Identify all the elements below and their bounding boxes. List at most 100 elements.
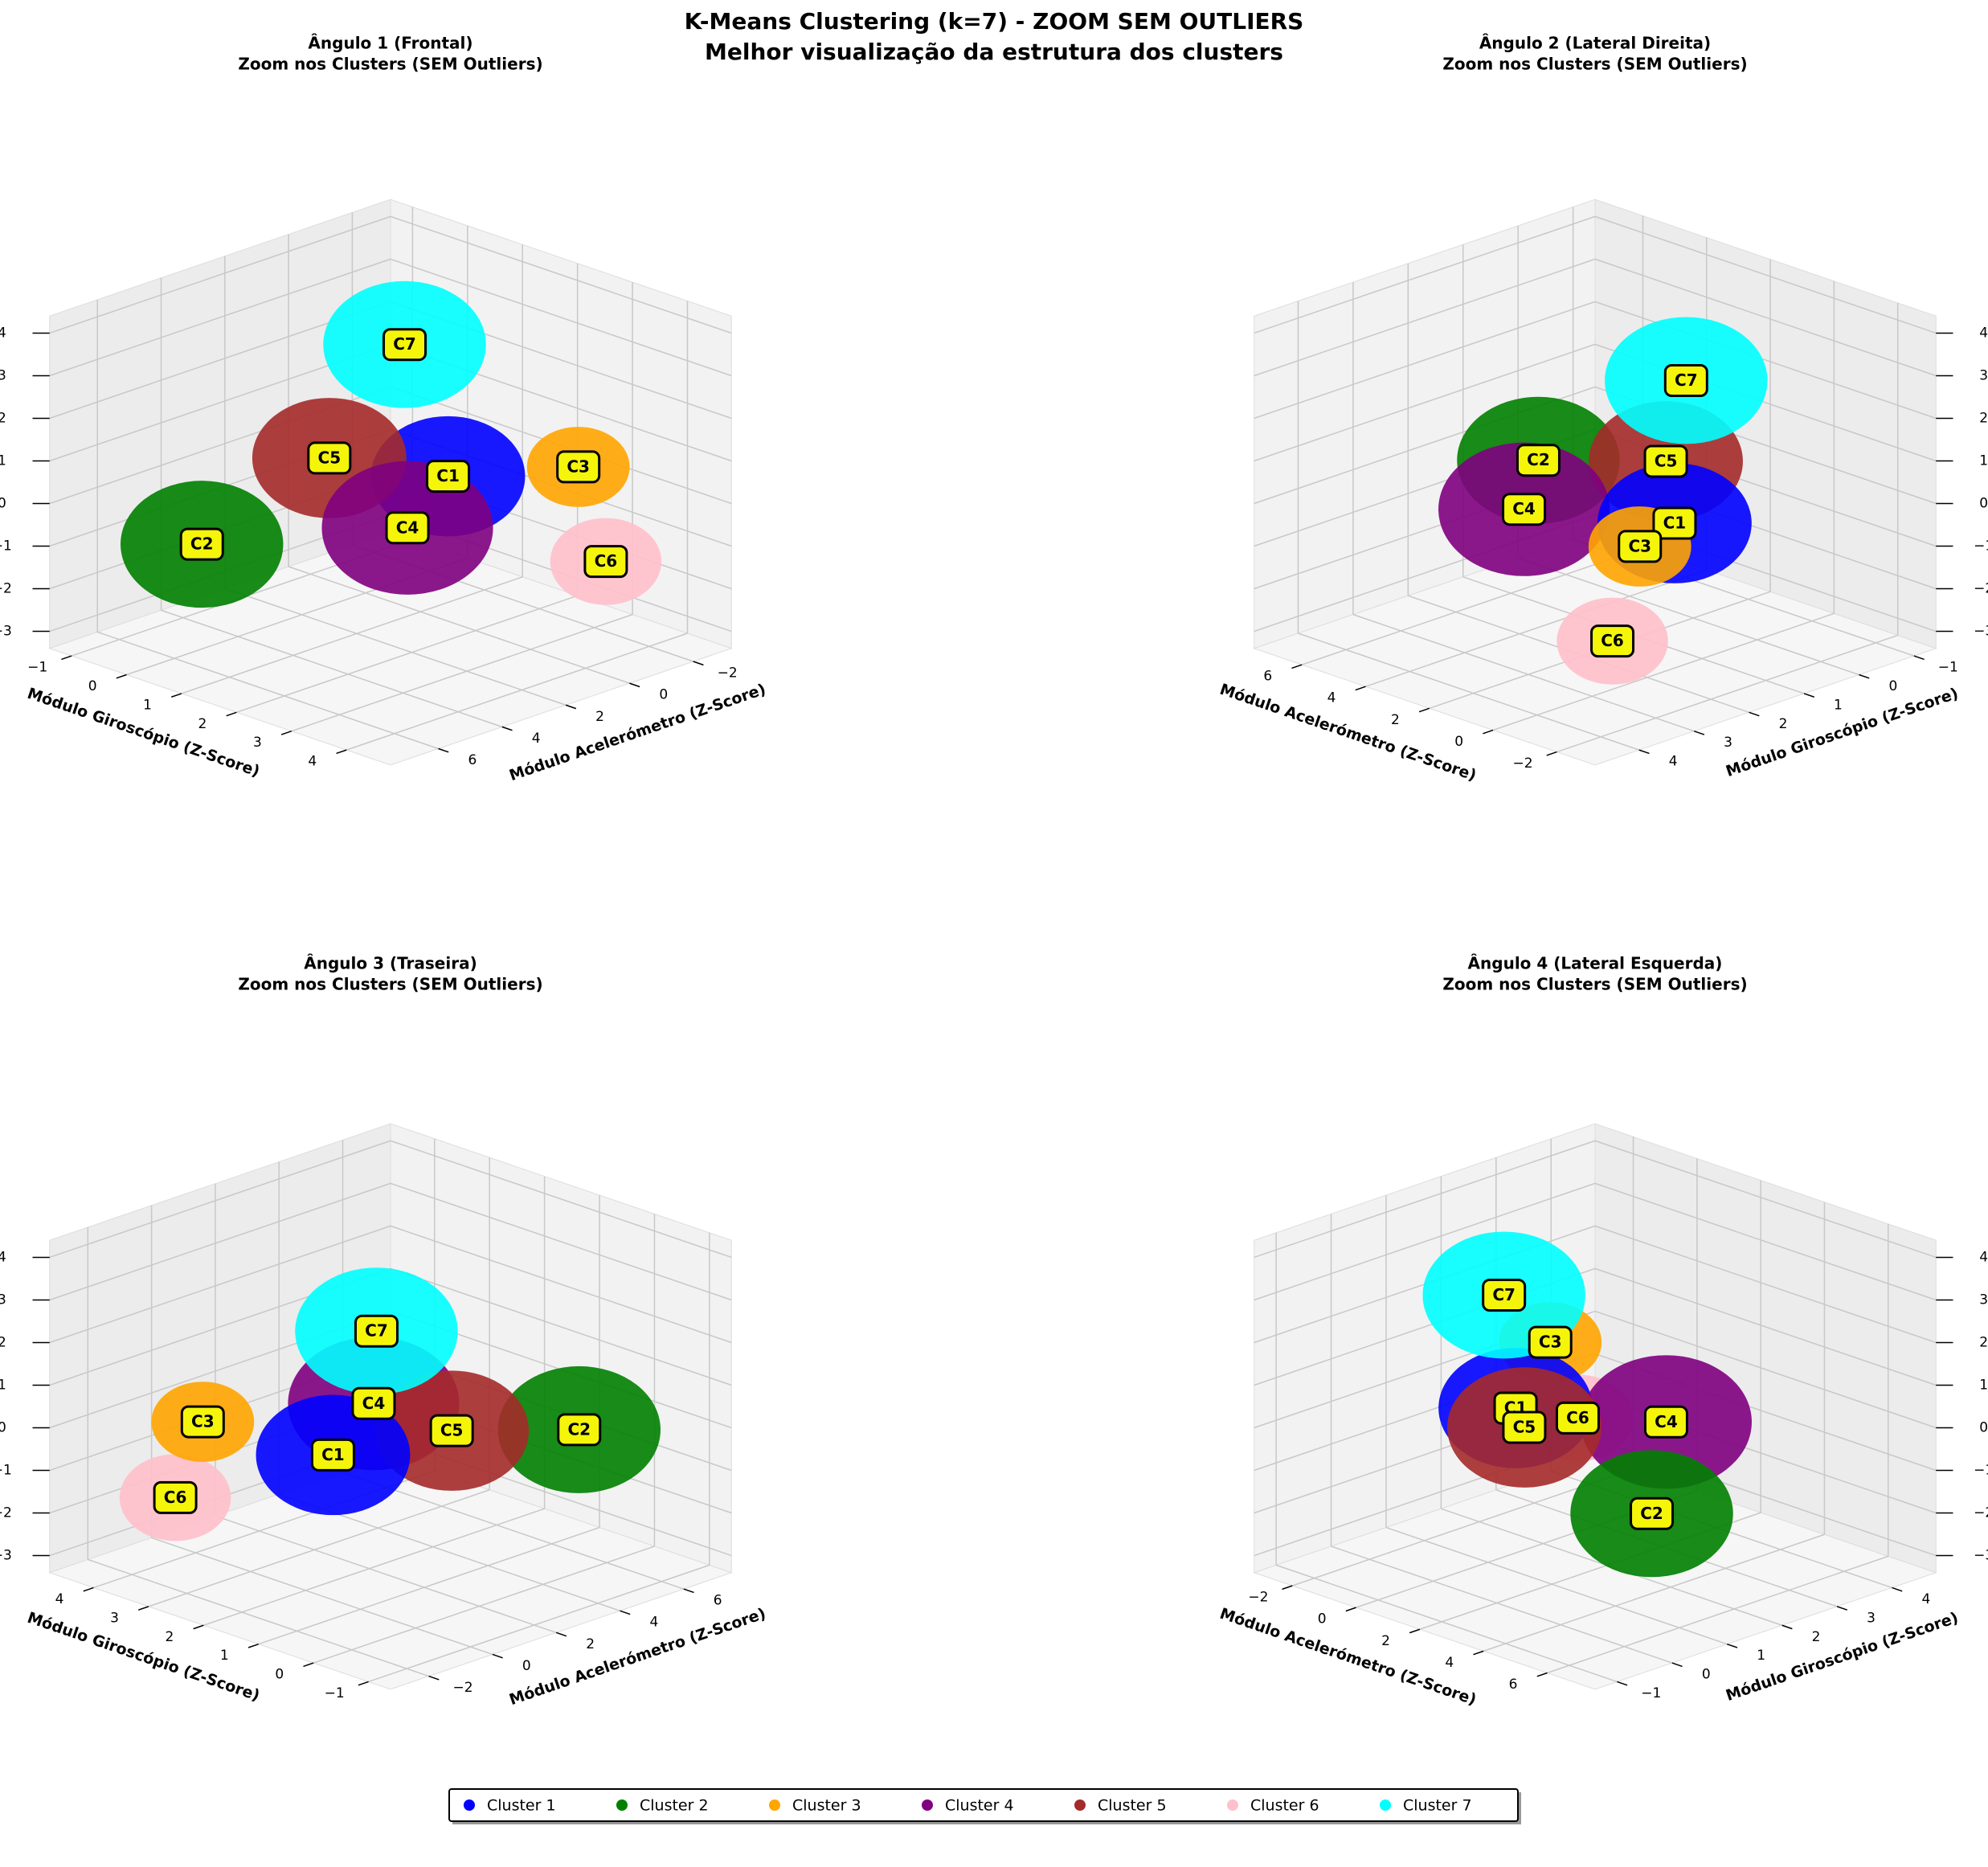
centroid-label: C3 — [1628, 536, 1651, 555]
centroid-label: C4 — [362, 1394, 386, 1413]
centroid-label: C1 — [1663, 513, 1687, 532]
centroid-box — [310, 1438, 355, 1472]
grid-line — [1254, 258, 1596, 377]
grid-line — [203, 1508, 545, 1626]
tick-mark — [683, 1588, 694, 1594]
z-tick-label: −1 — [1974, 538, 1988, 555]
tick-mark — [1473, 1650, 1484, 1656]
grid-line — [288, 566, 630, 684]
centroid-box — [1663, 363, 1708, 397]
z-tick-label: 0 — [1979, 496, 1988, 512]
grid-line — [313, 1546, 655, 1664]
grid-line — [148, 1489, 490, 1607]
subplot-title: Ângulo 1 (Frontal) — [308, 34, 472, 53]
z-tick-label: −1 — [1974, 1463, 1988, 1479]
z-tick-label: −3 — [0, 624, 12, 640]
legend-marker — [922, 1799, 933, 1811]
tick-mark — [1726, 1643, 1738, 1648]
centroid-label: C7 — [1492, 1285, 1516, 1304]
grid-line — [1517, 557, 1859, 676]
legend-label: Cluster 1 — [487, 1797, 556, 1815]
grid-line — [1298, 633, 1639, 751]
centroid-box — [351, 1386, 396, 1420]
grid-line — [1594, 215, 1937, 334]
subplot: Ângulo 4 (Lateral Esquerda) Zoom nos Clus… — [1217, 954, 1988, 1709]
centroid-box — [429, 1414, 474, 1447]
centroid-label: C4 — [1655, 1412, 1678, 1431]
tick-mark — [1638, 749, 1650, 755]
x-tick-label: 4 — [649, 1615, 658, 1631]
tick-mark — [193, 1624, 204, 1630]
centroid-box — [1516, 444, 1561, 477]
y-tick-label: 1 — [1834, 697, 1843, 713]
z-tick-label: 1 — [1979, 1377, 1988, 1393]
legend-label: Cluster 3 — [792, 1797, 861, 1815]
grid-line — [258, 1526, 600, 1645]
centroid-label: C7 — [1675, 371, 1698, 390]
y-tick-label: −1 — [1938, 660, 1958, 676]
tick-mark — [336, 749, 347, 755]
legend-label: Cluster 4 — [945, 1797, 1014, 1815]
x-tick-label: 2 — [1381, 1633, 1390, 1649]
grid-line — [1594, 1182, 1937, 1301]
x-tick-label: 4 — [1327, 690, 1336, 706]
x-tick-label: 0 — [1454, 734, 1463, 750]
z-tick-label: −3 — [1974, 1548, 1988, 1564]
subplot-title: Ângulo 3 (Traseira) — [304, 954, 477, 973]
centroid-box — [153, 1480, 198, 1514]
tick-mark — [1781, 1624, 1793, 1630]
y-tick-label: −1 — [27, 660, 47, 676]
z-tick-label: 4 — [1979, 1249, 1988, 1265]
tick-mark — [1355, 686, 1366, 691]
legend: Cluster 1 Cluster 2 Cluster 3 Cluster 4 Clus… — [448, 1788, 1521, 1824]
tick-mark — [555, 1632, 567, 1637]
centroid-box — [1643, 1405, 1688, 1439]
subplot: Ângulo 1 (Frontal) Zoom nos Clusters (SEM… — [0, 34, 768, 785]
legend-marker — [464, 1799, 475, 1811]
grid-line — [1331, 1546, 1673, 1664]
centroid-label: C4 — [1512, 499, 1536, 518]
z-tick-label: 0 — [0, 1420, 6, 1436]
z-tick-label: 0 — [0, 496, 6, 512]
z-tick-label: 2 — [0, 410, 6, 426]
tick-mark — [61, 655, 72, 661]
tick-mark — [1409, 1628, 1421, 1634]
x-tick-label: 6 — [714, 1593, 722, 1609]
centroid-box — [382, 328, 427, 362]
legend-label: Cluster 2 — [640, 1797, 709, 1815]
centroid-label: C5 — [440, 1421, 464, 1440]
y-tick-label: 3 — [1724, 735, 1732, 751]
centroid-box — [583, 545, 628, 579]
z-tick-label: 0 — [1979, 1420, 1988, 1436]
x-tick-label: 4 — [532, 731, 541, 747]
centroid-box — [1528, 1325, 1573, 1359]
z-tick-label: 4 — [0, 1249, 6, 1265]
centroid-box — [1502, 493, 1547, 526]
grid-line — [1594, 1225, 1937, 1344]
tick-mark — [565, 704, 577, 710]
centroid-label: C5 — [318, 448, 342, 467]
centroid-label: C5 — [1655, 451, 1678, 470]
centroid-box — [385, 511, 430, 545]
centroid-box — [354, 1314, 399, 1348]
z-tick-label: 4 — [0, 325, 6, 341]
tick-mark — [629, 682, 640, 688]
y-tick-label: 0 — [1888, 678, 1897, 694]
tick-mark — [492, 1653, 503, 1659]
centroid-box — [1555, 1401, 1600, 1435]
y-tick-label: 1 — [1757, 1648, 1765, 1664]
tick-mark — [620, 1610, 631, 1615]
y-tick-label: 3 — [253, 735, 262, 751]
z-tick-label: 3 — [1979, 1292, 1988, 1308]
figure-subtitle: Melhor visualização da estrutura dos clu… — [705, 39, 1283, 65]
y-tick-label: 0 — [275, 1667, 284, 1683]
grid-line — [1254, 215, 1596, 334]
y-tick-label: 3 — [1867, 1610, 1876, 1626]
z-tick-label: 1 — [0, 1377, 6, 1393]
grid-line — [1594, 258, 1937, 377]
legend-label: Cluster 6 — [1250, 1797, 1319, 1815]
z-tick-label: −2 — [0, 581, 12, 597]
centroid-label: C6 — [164, 1488, 187, 1507]
z-tick-label: 1 — [0, 452, 6, 469]
